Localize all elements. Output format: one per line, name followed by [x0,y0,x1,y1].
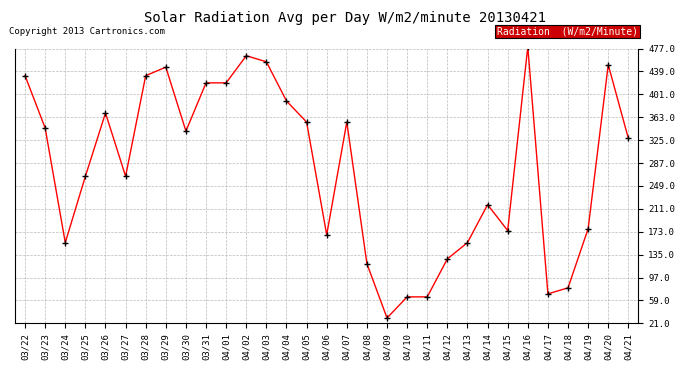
Text: Solar Radiation Avg per Day W/m2/minute 20130421: Solar Radiation Avg per Day W/m2/minute … [144,11,546,25]
Text: Radiation  (W/m2/Minute): Radiation (W/m2/Minute) [497,27,638,36]
Text: Copyright 2013 Cartronics.com: Copyright 2013 Cartronics.com [9,27,165,36]
